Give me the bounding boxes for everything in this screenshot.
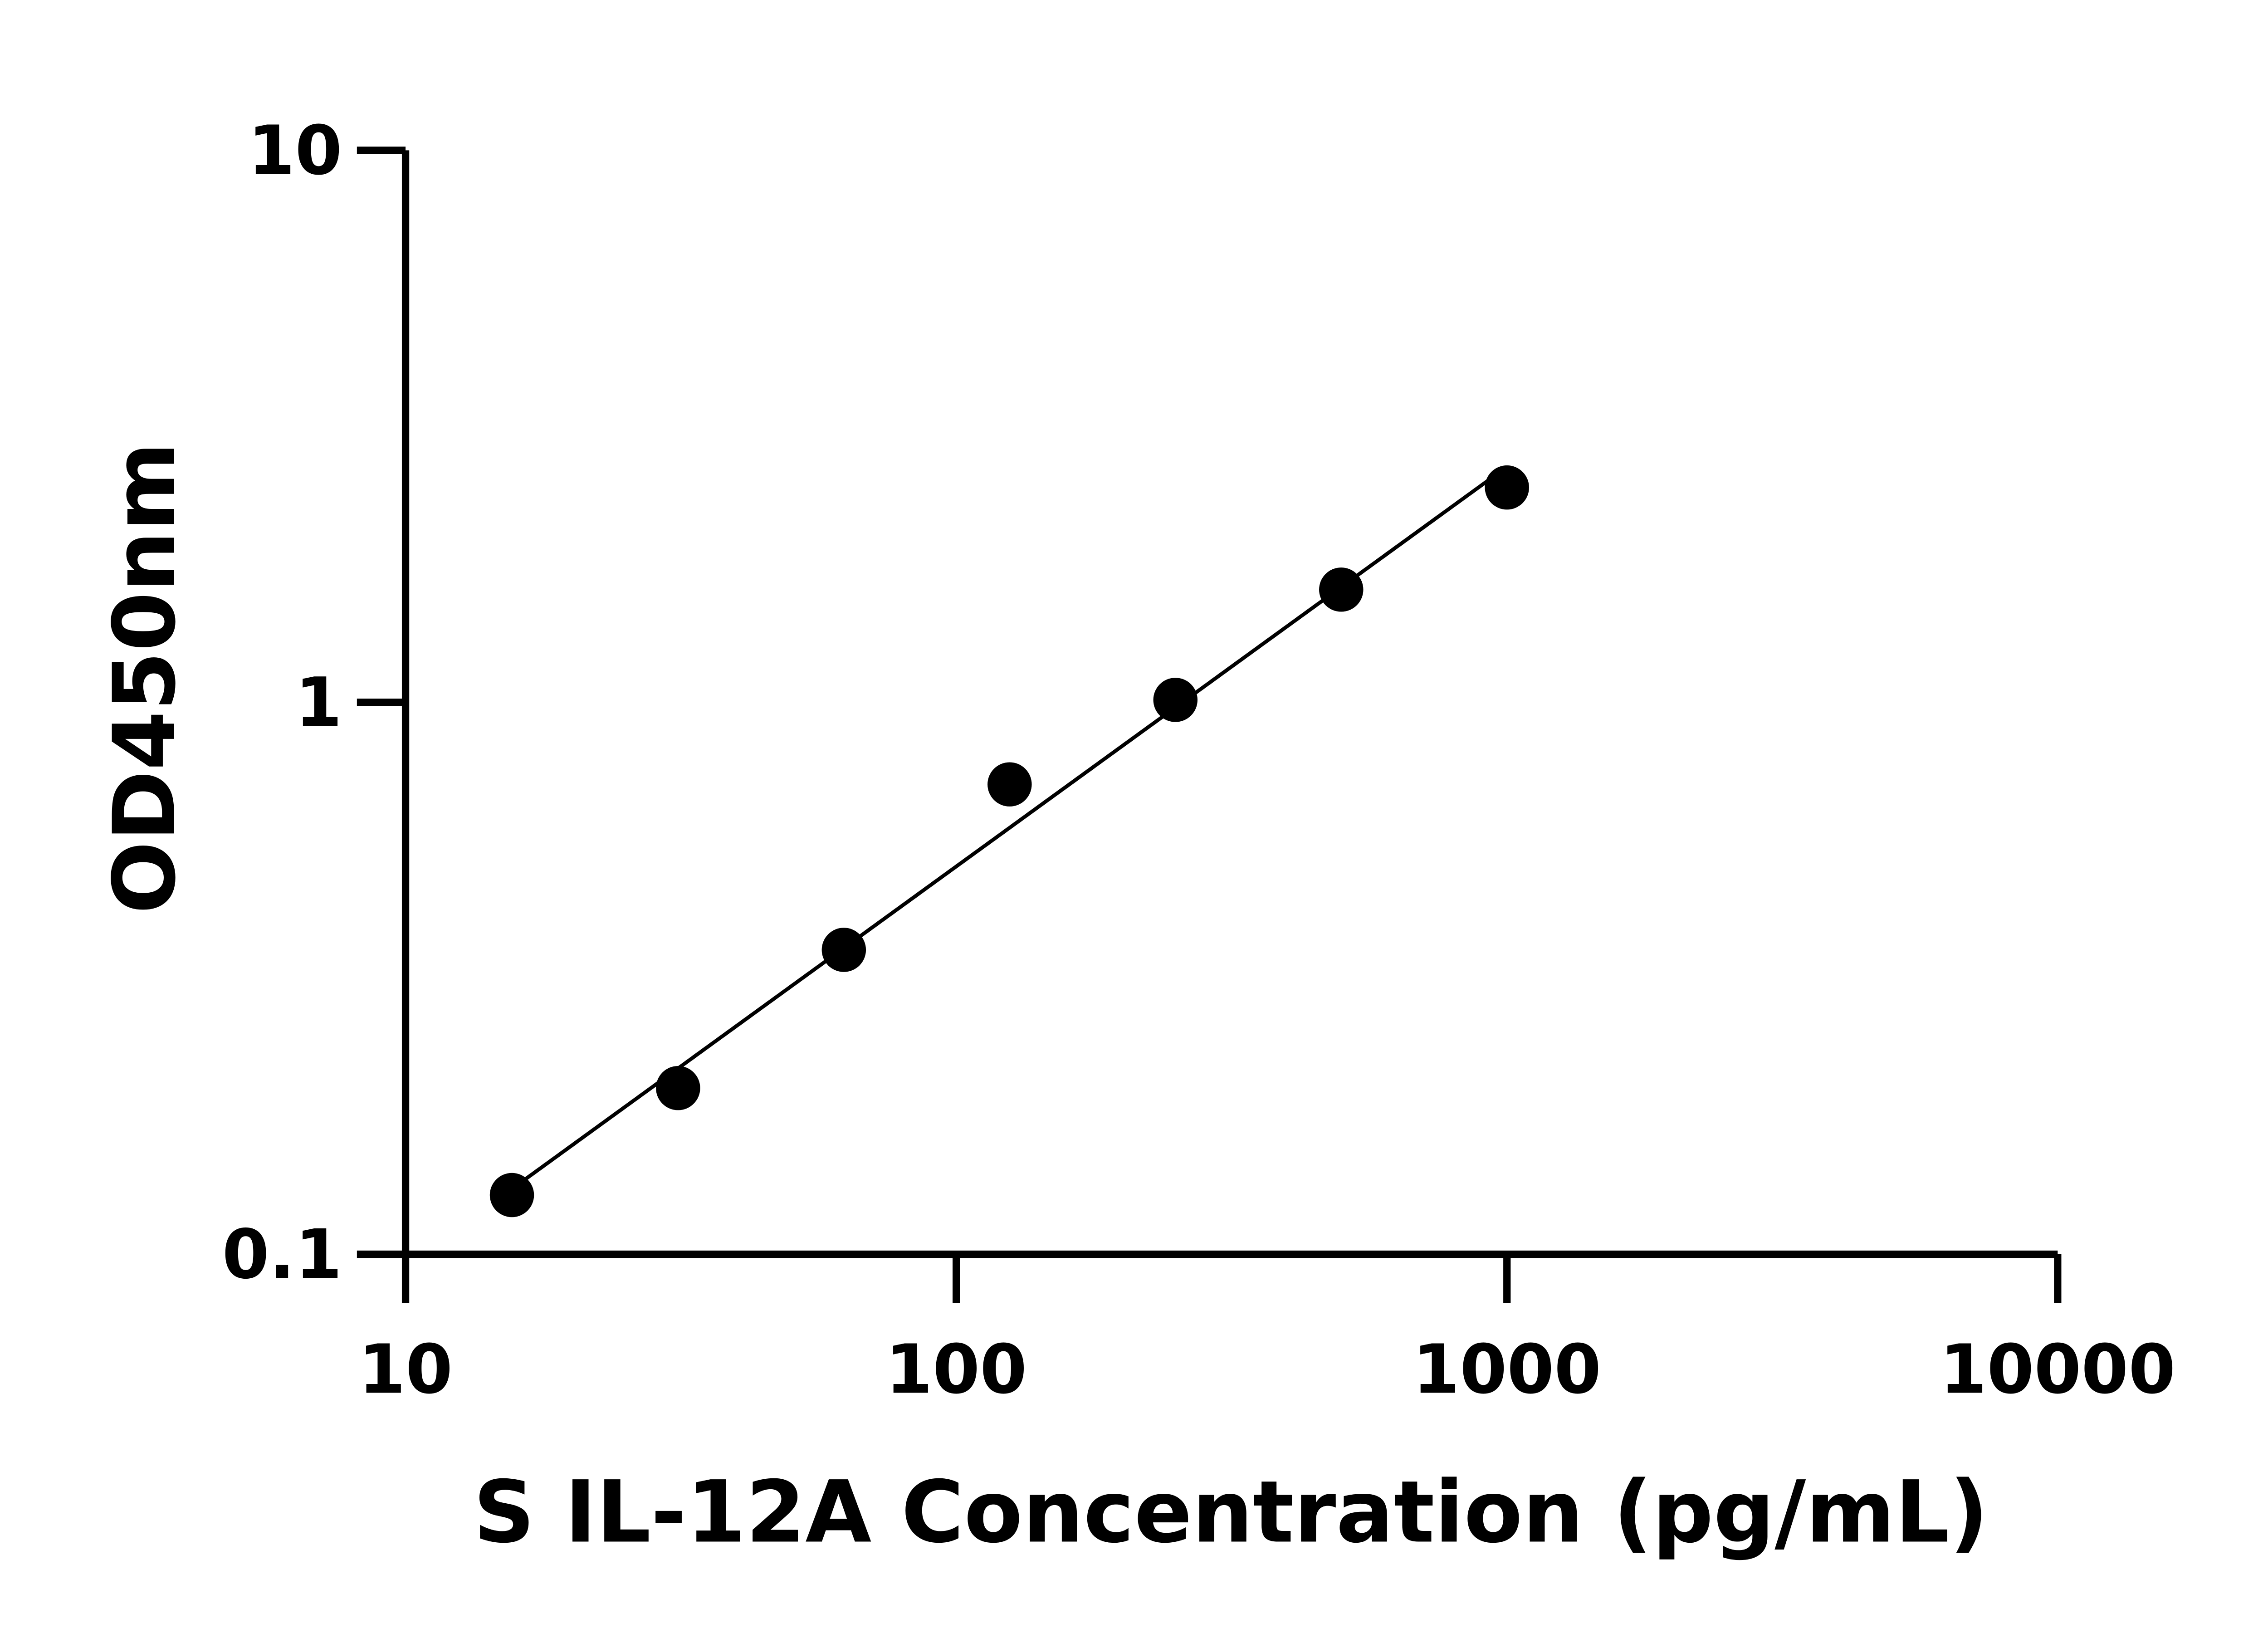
- data-point: [1319, 567, 1364, 612]
- x-tick-label: 10000: [1940, 1330, 2175, 1409]
- data-point: [1485, 465, 1529, 510]
- x-tick-label: 100: [885, 1330, 1027, 1409]
- x-tick-label: 10: [358, 1330, 453, 1409]
- x-axis-title: S IL-12A Concentration (pg/mL): [473, 1463, 1988, 1562]
- data-point: [987, 762, 1032, 807]
- data-point: [1153, 678, 1198, 722]
- tick-labels: 10 100 1000 10000 0.1 1 10: [222, 111, 2176, 1409]
- data-points: [489, 465, 1529, 1217]
- y-tick-label: 1: [295, 663, 342, 742]
- data-point: [489, 1173, 534, 1217]
- axes: [357, 147, 2062, 1303]
- data-point: [656, 1066, 700, 1110]
- y-axis-title: OD450nm: [95, 442, 195, 914]
- y-tick-label: 0.1: [222, 1215, 342, 1294]
- x-tick-label: 1000: [1413, 1330, 1601, 1409]
- data-point: [821, 928, 866, 972]
- y-tick-label: 10: [248, 111, 342, 190]
